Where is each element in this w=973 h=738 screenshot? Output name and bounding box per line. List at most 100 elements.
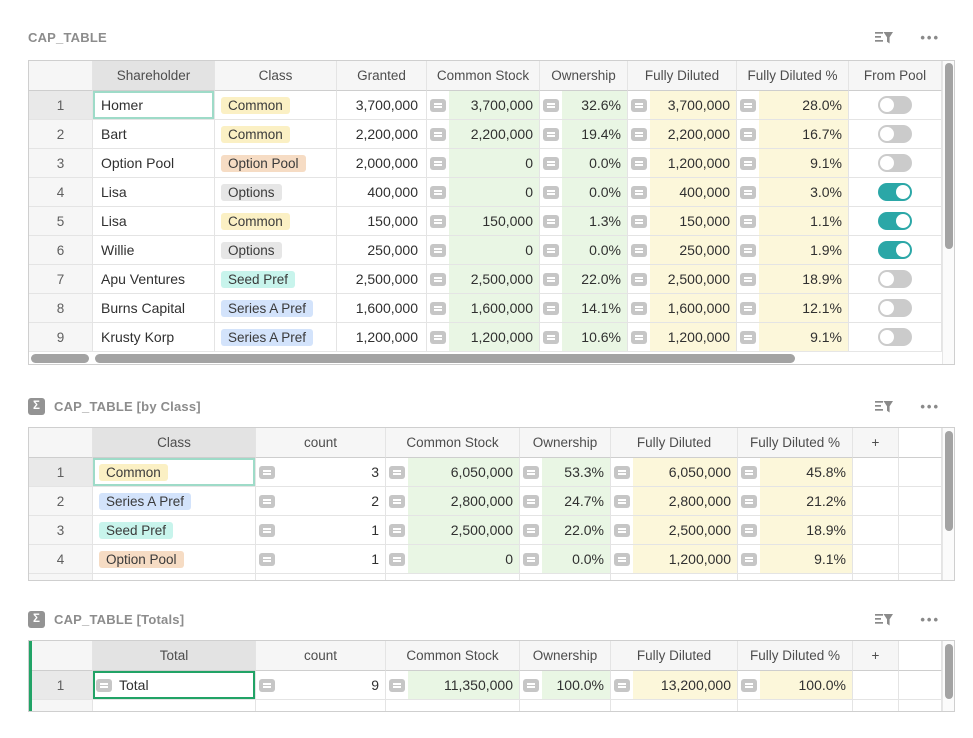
v-scrollbar-thumb[interactable]	[945, 431, 953, 531]
column-header-fully-diluted[interactable]: Fully Diluted	[628, 61, 737, 91]
cell-fully-diluted-pct[interactable]: 9.1%	[737, 149, 849, 178]
cell-empty[interactable]	[853, 458, 899, 487]
column-header-class[interactable]: Class	[93, 428, 256, 458]
cell-ownership[interactable]: 22.0%	[520, 516, 611, 545]
cell-granted[interactable]: 250,000	[337, 236, 427, 265]
cell-shareholder[interactable]: Homer	[93, 91, 215, 120]
cell-common-stock[interactable]: 150,000	[427, 207, 540, 236]
add-column-button[interactable]: +	[853, 641, 899, 671]
cell-ownership[interactable]: 14.1%	[540, 294, 628, 323]
cell-ownership[interactable]: 24.7%	[520, 487, 611, 516]
column-header-fully-diluted[interactable]: Fully Diluted	[611, 428, 738, 458]
add-column-button[interactable]: +	[853, 428, 899, 458]
cell-fully-diluted-pct[interactable]: 21.2%	[738, 487, 853, 516]
cell-fully-diluted-pct[interactable]: 100.0%	[738, 671, 853, 700]
cell-count[interactable]: 3	[256, 458, 386, 487]
cell-common-stock[interactable]: 2,200,000	[427, 120, 540, 149]
cell-fully-diluted-pct[interactable]: 45.8%	[738, 458, 853, 487]
cell-common-stock[interactable]: 0	[386, 545, 520, 574]
column-header-common-stock[interactable]: Common Stock	[386, 641, 520, 671]
cell-empty[interactable]	[853, 487, 899, 516]
column-header-fully-diluted-pct[interactable]: Fully Diluted %	[738, 428, 853, 458]
more-menu-icon[interactable]: •••	[920, 398, 940, 414]
cell-fully-diluted[interactable]: 2,500,000	[611, 516, 738, 545]
cell-common-stock[interactable]: 1,600,000	[427, 294, 540, 323]
column-header-from-pool[interactable]: From Pool	[849, 61, 942, 91]
column-header-granted[interactable]: Granted	[337, 61, 427, 91]
cell-ownership[interactable]: 1.3%	[540, 207, 628, 236]
cell-shareholder[interactable]: Lisa	[93, 178, 215, 207]
row-number[interactable]: 5	[29, 207, 93, 236]
filter-sort-icon[interactable]	[875, 398, 894, 415]
cell-empty[interactable]	[853, 545, 899, 574]
cell-fully-diluted-pct[interactable]: 16.7%	[737, 120, 849, 149]
cell-class[interactable]: Series A Pref	[215, 294, 337, 323]
cell-common-stock[interactable]: 2,800,000	[386, 487, 520, 516]
cell-fully-diluted-pct[interactable]: 18.9%	[737, 265, 849, 294]
cell-fully-diluted[interactable]: 250,000	[628, 236, 737, 265]
cell-class[interactable]: Option Pool	[215, 149, 337, 178]
from-pool-toggle[interactable]	[878, 96, 912, 114]
cell-ownership[interactable]: 32.6%	[540, 91, 628, 120]
h-scrollbar-thumb[interactable]	[95, 354, 795, 363]
cell-shareholder[interactable]: Willie	[93, 236, 215, 265]
cell-class[interactable]: Common	[215, 91, 337, 120]
cell-count[interactable]: 2	[256, 487, 386, 516]
from-pool-toggle[interactable]	[878, 212, 912, 230]
row-number[interactable]: 8	[29, 294, 93, 323]
cell-fully-diluted[interactable]: 1,200,000	[611, 545, 738, 574]
cell-class[interactable]: Series A Pref	[93, 487, 256, 516]
cell-ownership[interactable]: 0.0%	[520, 545, 611, 574]
from-pool-toggle[interactable]	[878, 154, 912, 172]
cell-fully-diluted[interactable]: 1,200,000	[628, 149, 737, 178]
cell-fully-diluted-pct[interactable]: 12.1%	[737, 294, 849, 323]
cell-common-stock[interactable]: 2,500,000	[427, 265, 540, 294]
column-header-ownership[interactable]: Ownership	[520, 428, 611, 458]
cell-class[interactable]: Options	[215, 178, 337, 207]
column-header-fully-diluted-pct[interactable]: Fully Diluted %	[738, 641, 853, 671]
row-number[interactable]: 1	[29, 91, 93, 120]
cell-shareholder[interactable]: Burns Capital	[93, 294, 215, 323]
column-header-count[interactable]: count	[256, 428, 386, 458]
cell-fully-diluted[interactable]: 2,200,000	[628, 120, 737, 149]
cell-fully-diluted-pct[interactable]: 3.0%	[737, 178, 849, 207]
cell-fully-diluted[interactable]: 150,000	[628, 207, 737, 236]
from-pool-toggle[interactable]	[878, 299, 912, 317]
cell-shareholder[interactable]: Option Pool	[93, 149, 215, 178]
cell-count[interactable]: 9	[256, 671, 386, 700]
column-header-class[interactable]: Class	[215, 61, 337, 91]
cell-common-stock[interactable]: 0	[427, 236, 540, 265]
v-scrollbar-thumb[interactable]	[945, 63, 953, 249]
row-number[interactable]: 2	[29, 487, 93, 516]
column-header-shareholder[interactable]: Shareholder	[93, 61, 215, 91]
row-number[interactable]: 4	[29, 545, 93, 574]
cell-fully-diluted[interactable]: 400,000	[628, 178, 737, 207]
cell-class[interactable]: Option Pool	[93, 545, 256, 574]
cell-empty[interactable]	[853, 671, 899, 700]
column-header[interactable]	[29, 428, 93, 458]
cell-fully-diluted[interactable]: 1,200,000	[628, 323, 737, 352]
row-number[interactable]: 1	[29, 671, 93, 700]
more-menu-icon[interactable]: •••	[920, 29, 940, 45]
cell-ownership[interactable]: 53.3%	[520, 458, 611, 487]
row-number[interactable]: 9	[29, 323, 93, 352]
cell-ownership[interactable]: 10.6%	[540, 323, 628, 352]
column-header-ownership[interactable]: Ownership	[540, 61, 628, 91]
row-number[interactable]: 2	[29, 120, 93, 149]
cell-count[interactable]: 1	[256, 516, 386, 545]
cell-ownership[interactable]: 0.0%	[540, 178, 628, 207]
column-header[interactable]	[29, 641, 93, 671]
from-pool-toggle[interactable]	[878, 328, 912, 346]
column-header-ownership[interactable]: Ownership	[520, 641, 611, 671]
cell-class[interactable]: Common	[215, 207, 337, 236]
cell-fully-diluted[interactable]: 2,800,000	[611, 487, 738, 516]
cell-empty[interactable]	[853, 516, 899, 545]
cell-class[interactable]: Options	[215, 236, 337, 265]
column-header-fully-diluted[interactable]: Fully Diluted	[611, 641, 738, 671]
cell-class[interactable]: Seed Pref	[93, 516, 256, 545]
cell-common-stock[interactable]: 1,200,000	[427, 323, 540, 352]
more-menu-icon[interactable]: •••	[920, 611, 940, 627]
row-number[interactable]: 4	[29, 178, 93, 207]
from-pool-toggle[interactable]	[878, 241, 912, 259]
row-number[interactable]: 3	[29, 149, 93, 178]
